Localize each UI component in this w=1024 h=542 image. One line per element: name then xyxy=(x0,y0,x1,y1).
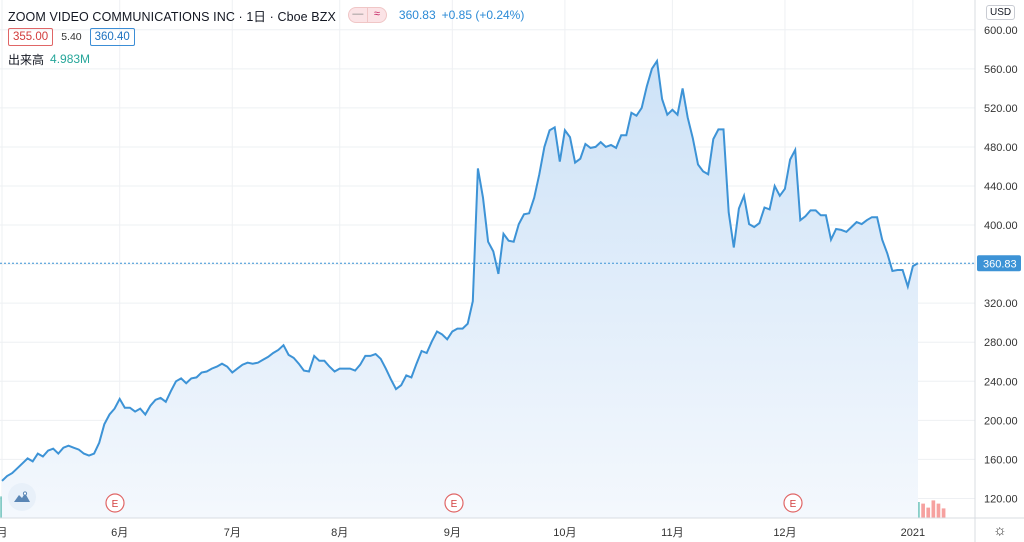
price-line xyxy=(1,58,919,482)
volume-bar xyxy=(0,496,4,518)
time-tick-label: 11月 xyxy=(661,527,683,539)
time-axis[interactable]: 月 6月 7月 8月 9月 10月 11月 12月 2021 xyxy=(0,527,925,539)
time-tick-label: 2021 xyxy=(901,527,925,539)
price-tick-label: 120.00 xyxy=(984,493,1018,505)
time-tick-label: 6月 xyxy=(111,527,128,539)
tradingview-logo-button[interactable] xyxy=(8,483,36,511)
volume-bar xyxy=(921,503,925,518)
time-tick-label: 9月 xyxy=(444,527,461,539)
price-tick-label: 440.00 xyxy=(984,181,1018,193)
time-tick-label: 10月 xyxy=(553,527,576,539)
price-tick-label: 520.00 xyxy=(984,103,1018,115)
gear-icon[interactable]: ☼ xyxy=(993,522,1007,539)
price-tick-label: 280.00 xyxy=(984,337,1018,349)
time-tick-label: 12月 xyxy=(773,527,796,539)
price-tick-label: 480.00 xyxy=(984,142,1018,154)
time-tick-label: 8月 xyxy=(331,527,348,539)
earnings-marker-label: E xyxy=(112,499,119,510)
currency-button[interactable]: USD xyxy=(986,5,1016,20)
volume-bar xyxy=(936,503,941,518)
volume-value: 4.983M xyxy=(50,52,91,66)
spread-value: 5.40 xyxy=(61,31,82,43)
time-tick-label: 7月 xyxy=(224,527,241,539)
earnings-marker xyxy=(444,493,464,513)
volume-bar xyxy=(931,500,936,518)
earnings-marker xyxy=(105,493,125,513)
svg-text:360.83: 360.83 xyxy=(983,258,1017,270)
mountain-icon xyxy=(14,491,30,502)
current-price-label: 360.83 xyxy=(977,255,1021,272)
earnings-marker-label: E xyxy=(451,499,458,510)
earnings-marker xyxy=(783,493,803,513)
price-area xyxy=(2,61,918,518)
chart-legend: ZOOM VIDEO COMMUNICATIONS INC · 1日 · Cbo… xyxy=(8,4,524,70)
price-change: +0.85 (+0.24%) xyxy=(441,8,525,22)
earnings-marker-label: E xyxy=(790,499,797,510)
wave-icon[interactable]: ≈ xyxy=(366,7,387,23)
price-tick-label: 160.00 xyxy=(984,454,1018,466)
chart-style-toggle[interactable]: — ≈ xyxy=(347,7,387,23)
volume-bar xyxy=(926,507,931,518)
volume-label: 出来高 xyxy=(8,52,45,67)
price-tick-label: 600.00 xyxy=(984,25,1018,37)
symbol-title[interactable]: ZOOM VIDEO COMMUNICATIONS INC · 1日 · Cbo… xyxy=(8,9,336,24)
price-tick-label: 320.00 xyxy=(984,298,1018,310)
last-price: 360.83 xyxy=(398,8,436,22)
price-tick-label: 200.00 xyxy=(984,415,1018,427)
time-tick-label: 月 xyxy=(0,527,8,539)
hide-icon[interactable]: — xyxy=(347,7,367,23)
price-tick-label: 240.00 xyxy=(984,376,1018,388)
bid-price: 355.00 xyxy=(8,28,54,46)
price-tick-label: 400.00 xyxy=(984,220,1018,232)
volume-bar xyxy=(941,508,946,518)
ask-price: 360.40 xyxy=(89,28,135,46)
price-tick-label: 560.00 xyxy=(984,64,1018,76)
